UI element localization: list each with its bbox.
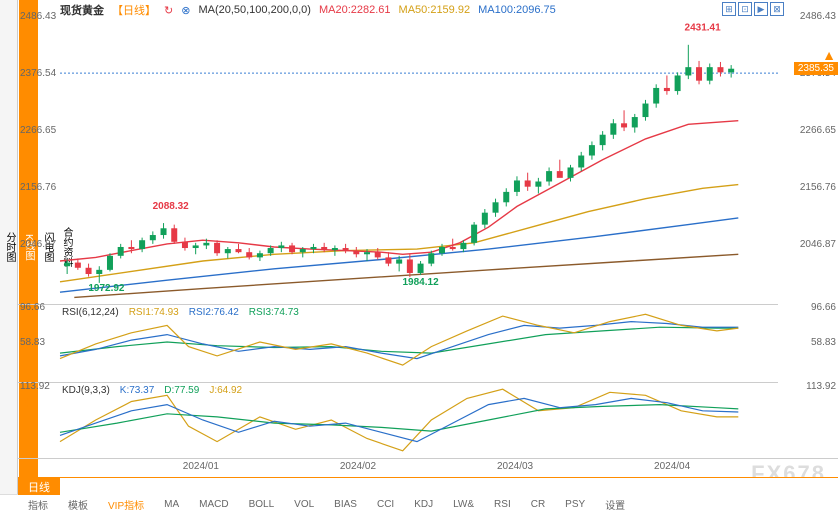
indicator-btn[interactable]: BIAS: [324, 499, 367, 510]
chart-area: 2088.32 2431.41 1972.92 1984.12 RSI(6,12,24…: [18, 0, 838, 476]
x-axis: 2024/01 2024/02 2024/03 2024/04: [18, 458, 838, 476]
timeframe-tab[interactable]: 日线: [18, 478, 60, 495]
indicator-btn[interactable]: 指标: [18, 497, 58, 512]
x-tick: 2024/03: [497, 461, 533, 472]
indicator-btn[interactable]: MACD: [189, 499, 238, 510]
kdj-panel[interactable]: KDJ(9,3,3) K:73.37 D:77.59 J:64.92: [18, 382, 778, 456]
main-chart[interactable]: 2088.32 2431.41 1972.92 1984.12: [18, 16, 778, 300]
svg-text:2088.32: 2088.32: [153, 201, 190, 212]
svg-text:2431.41: 2431.41: [685, 23, 722, 34]
price-tag: 2385.35: [794, 62, 838, 75]
indicator-btn[interactable]: CCI: [367, 499, 404, 510]
indicator-btn[interactable]: MA: [154, 499, 189, 510]
svg-text:1984.12: 1984.12: [402, 277, 439, 288]
indicator-btn[interactable]: LW&: [443, 499, 484, 510]
x-tick: 2024/04: [654, 461, 690, 472]
indicator-btn[interactable]: BOLL: [239, 499, 285, 510]
x-tick: 2024/02: [340, 461, 376, 472]
x-tick: 2024/01: [183, 461, 219, 472]
indicator-row: 指标模板VIP指标MAMACDBOLLVOLBIASCCIKDJLW&RSICR…: [18, 495, 838, 513]
indicator-btn[interactable]: PSY: [555, 499, 595, 510]
indicator-btn[interactable]: 模板: [58, 497, 98, 512]
indicator-btn[interactable]: 设置: [595, 497, 635, 512]
arrow-icon: ▲: [822, 47, 836, 63]
indicator-btn[interactable]: KDJ: [404, 499, 443, 510]
timeframe-tabs: 日线: [18, 477, 838, 495]
rsi-panel[interactable]: RSI(6,12,24) RSI1:74.93 RSI2:76.42 RSI3:…: [18, 304, 778, 378]
sun-icon[interactable]: ☀: [22, 396, 33, 410]
indicator-btn[interactable]: VOL: [284, 499, 324, 510]
indicator-btn[interactable]: RSI: [484, 499, 521, 510]
indicator-btn[interactable]: CR: [521, 499, 555, 510]
indicator-btn[interactable]: VIP指标: [98, 497, 154, 512]
sidebar-item[interactable]: 分时图: [0, 0, 19, 495]
sidebar: 分时图K线图闪电图合约资料: [0, 0, 18, 495]
svg-text:1972.92: 1972.92: [88, 283, 125, 294]
